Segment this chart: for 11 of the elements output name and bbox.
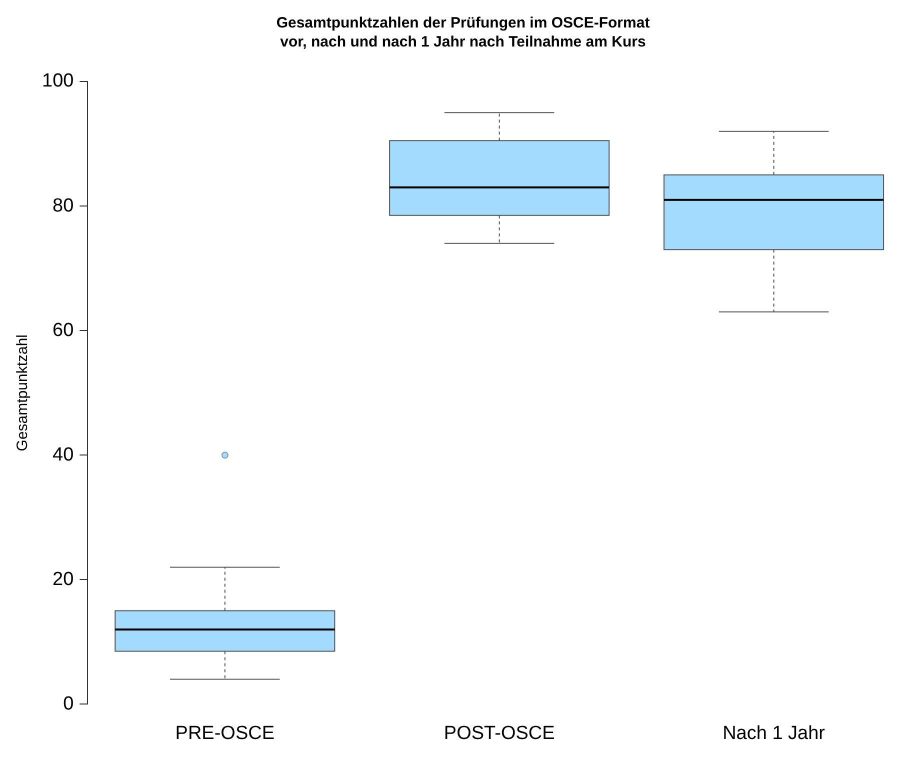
x-tick-label: PRE-OSCE bbox=[175, 722, 275, 744]
x-tick-label: POST-OSCE bbox=[444, 722, 555, 744]
y-tick-label: 100 bbox=[42, 70, 74, 92]
y-tick-label: 0 bbox=[63, 693, 74, 714]
y-axis-title: Gesamtpunktzahl bbox=[14, 334, 32, 452]
y-tick-label: 80 bbox=[52, 195, 74, 216]
y-tick-label: 60 bbox=[52, 320, 74, 341]
y-tick-label: 20 bbox=[52, 568, 74, 590]
x-tick-label: Nach 1 Jahr bbox=[722, 722, 826, 744]
chart-title: Gesamtpunktzahlen der Prüfungen im OSCE-Format vor, nach und nach 1 Jahr nach Teilnahme am Kurs bbox=[276, 14, 650, 50]
y-tick-label: 40 bbox=[52, 444, 74, 466]
